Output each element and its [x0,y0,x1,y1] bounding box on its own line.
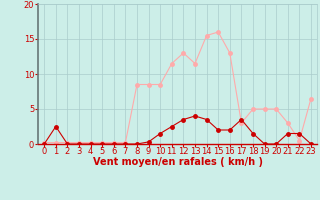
X-axis label: Vent moyen/en rafales ( km/h ): Vent moyen/en rafales ( km/h ) [92,157,263,167]
